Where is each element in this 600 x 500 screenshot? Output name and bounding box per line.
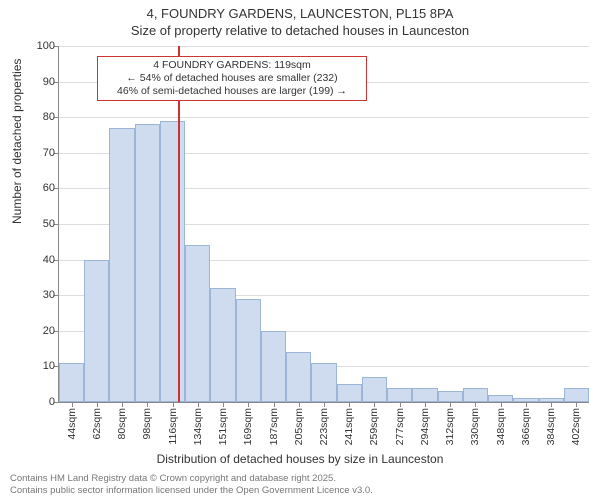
- x-tick-mark: [349, 402, 350, 407]
- x-tick-mark: [576, 402, 577, 407]
- histogram-bar: [135, 124, 160, 402]
- y-tick-label: 80: [31, 111, 55, 123]
- y-tick-label: 70: [31, 147, 55, 159]
- x-tick-mark: [501, 402, 502, 407]
- histogram-bar: [463, 388, 488, 402]
- y-tick-label: 0: [31, 396, 55, 408]
- x-tick-mark: [450, 402, 451, 407]
- x-tick-label: 402sqm: [570, 408, 582, 445]
- x-tick-mark: [72, 402, 73, 407]
- x-tick-label: 187sqm: [268, 408, 280, 445]
- y-tick-label: 100: [31, 40, 55, 52]
- histogram-bar: [59, 363, 84, 402]
- histogram-bar: [84, 260, 109, 402]
- x-tick-label: 151sqm: [217, 408, 229, 445]
- x-tick-label: 241sqm: [343, 408, 355, 445]
- histogram-bar: [362, 377, 387, 402]
- x-tick-label: 80sqm: [116, 408, 128, 440]
- y-tick-label: 10: [31, 360, 55, 372]
- histogram-bar: [488, 395, 513, 402]
- x-tick-mark: [198, 402, 199, 407]
- chart-title: 4, FOUNDRY GARDENS, LAUNCESTON, PL15 8PA: [0, 6, 600, 21]
- annotation-line: 4 FOUNDRY GARDENS: 119sqm: [102, 59, 362, 72]
- x-tick-label: 330sqm: [469, 408, 481, 445]
- x-tick-mark: [475, 402, 476, 407]
- x-tick-label: 223sqm: [318, 408, 330, 445]
- x-tick-label: 44sqm: [66, 408, 78, 440]
- x-tick-label: 384sqm: [545, 408, 557, 445]
- x-axis-label: Distribution of detached houses by size …: [0, 452, 600, 466]
- x-tick-label: 205sqm: [293, 408, 305, 445]
- y-tick-label: 20: [31, 325, 55, 337]
- gridline: [59, 46, 589, 47]
- y-tick-label: 60: [31, 182, 55, 194]
- footer-line-2: Contains public sector information licen…: [10, 485, 373, 496]
- histogram-bar: [236, 299, 261, 402]
- x-tick-mark: [173, 402, 174, 407]
- chart-titles: 4, FOUNDRY GARDENS, LAUNCESTON, PL15 8PA…: [0, 0, 600, 38]
- x-tick-label: 366sqm: [520, 408, 532, 445]
- x-tick-mark: [551, 402, 552, 407]
- x-tick-mark: [425, 402, 426, 407]
- histogram-bar: [337, 384, 362, 402]
- x-tick-label: 169sqm: [242, 408, 254, 445]
- x-tick-mark: [122, 402, 123, 407]
- chart-subtitle: Size of property relative to detached ho…: [0, 23, 600, 38]
- histogram-bar: [261, 331, 286, 402]
- annotation-box: 4 FOUNDRY GARDENS: 119sqm← 54% of detach…: [97, 56, 367, 101]
- histogram-bar: [387, 388, 412, 402]
- histogram-bar: [109, 128, 134, 402]
- histogram-bar: [185, 245, 210, 402]
- x-tick-mark: [147, 402, 148, 407]
- x-tick-label: 294sqm: [419, 408, 431, 445]
- x-tick-label: 62sqm: [91, 408, 103, 440]
- x-tick-label: 116sqm: [167, 408, 179, 445]
- histogram-bar: [412, 388, 437, 402]
- x-tick-mark: [299, 402, 300, 407]
- y-tick-label: 30: [31, 289, 55, 301]
- gridline: [59, 117, 589, 118]
- y-tick-label: 40: [31, 254, 55, 266]
- x-tick-mark: [400, 402, 401, 407]
- footer-line-1: Contains HM Land Registry data © Crown c…: [10, 473, 373, 484]
- x-tick-mark: [526, 402, 527, 407]
- x-tick-label: 98sqm: [141, 408, 153, 440]
- x-tick-mark: [97, 402, 98, 407]
- x-tick-mark: [324, 402, 325, 407]
- x-tick-mark: [248, 402, 249, 407]
- histogram-bar: [438, 391, 463, 402]
- x-tick-mark: [274, 402, 275, 407]
- x-tick-label: 259sqm: [368, 408, 380, 445]
- y-tick-label: 90: [31, 76, 55, 88]
- x-tick-label: 134sqm: [192, 408, 204, 445]
- histogram-bar: [210, 288, 235, 402]
- y-tick-label: 50: [31, 218, 55, 230]
- x-tick-mark: [374, 402, 375, 407]
- annotation-line: 46% of semi-detached houses are larger (…: [102, 85, 362, 98]
- histogram-bar: [564, 388, 589, 402]
- y-axis-label: Number of detached properties: [10, 59, 24, 224]
- x-tick-label: 312sqm: [444, 408, 456, 445]
- histogram-bar: [311, 363, 336, 402]
- histogram-chart: 4, FOUNDRY GARDENS, LAUNCESTON, PL15 8PA…: [0, 0, 600, 500]
- histogram-bar: [160, 121, 185, 402]
- x-tick-mark: [223, 402, 224, 407]
- chart-footer: Contains HM Land Registry data © Crown c…: [10, 473, 373, 496]
- x-tick-label: 348sqm: [495, 408, 507, 445]
- plot-area: 010203040506070809010044sqm62sqm80sqm98s…: [58, 46, 589, 403]
- histogram-bar: [286, 352, 311, 402]
- annotation-line: ← 54% of detached houses are smaller (23…: [102, 72, 362, 85]
- x-tick-label: 277sqm: [394, 408, 406, 445]
